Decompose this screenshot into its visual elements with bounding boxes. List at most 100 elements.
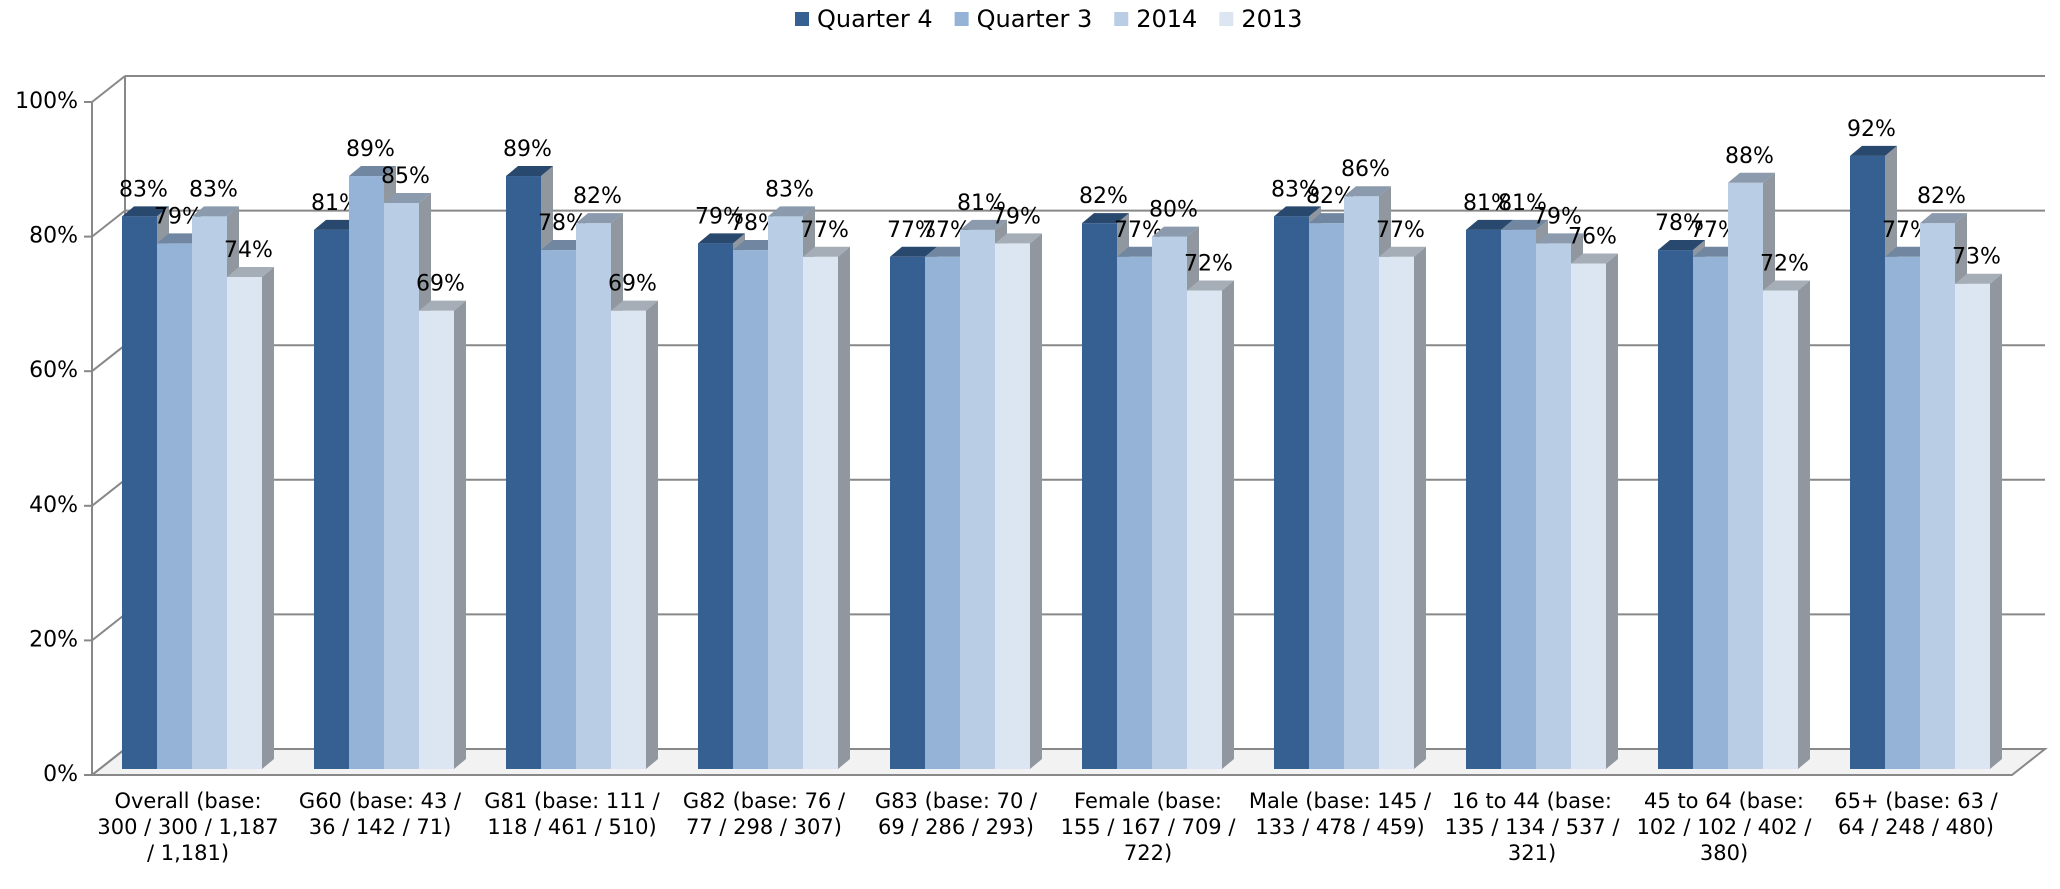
data-label: 69% [416,272,465,297]
bar [1763,290,1798,769]
legend-swatch [1219,12,1234,26]
data-label: 85% [381,164,430,189]
bar [768,216,803,769]
legend-label: Quarter 3 [977,5,1093,33]
bar [157,243,192,769]
x-tick-label: Overall (base: 300 / 300 / 1,187 / 1,181… [97,789,279,865]
grid-diagonal [91,479,126,507]
data-label: 74% [224,238,273,263]
data-label: 69% [608,272,657,297]
bar-side [454,300,466,769]
data-label: 79% [1533,204,1582,229]
bar-top [611,300,658,311]
x-tick-label: G81 (base: 111 / 118 / 461 / 510) [484,789,660,839]
bar-side [1606,253,1618,769]
bar [506,176,541,769]
bar-top [1850,145,1897,156]
data-label: 78% [1655,211,1704,236]
bar [122,216,157,769]
bar-top [419,300,466,311]
y-tick-label: 80% [29,224,78,249]
data-label: 79% [992,204,1041,229]
bar-top [960,219,1007,230]
bar-top [192,206,239,217]
bar-top [576,213,623,224]
bar-top [1152,226,1199,237]
bar-top [1379,246,1426,257]
x-tick-label: Male (base: 145 / 133 / 478 / 459) [1248,789,1432,839]
bar [1187,290,1222,769]
bar [1728,182,1763,769]
bar [419,310,454,769]
data-label: 92% [1847,117,1896,142]
bar [1466,229,1501,769]
data-label: 83% [189,177,238,202]
data-label: 88% [1725,144,1774,169]
bar [925,256,960,769]
bar [192,216,227,769]
bar-top [349,166,396,177]
bar-top [1920,213,1967,224]
bar-top [1466,219,1513,230]
data-label: 82% [573,184,622,209]
x-tick-label: G83 (base: 70 / 69 / 286 / 293) [874,789,1038,839]
data-label: 89% [346,137,395,162]
legend-label: 2014 [1136,5,1197,33]
bar-side [1030,233,1042,769]
bar [314,229,349,769]
data-label: 82% [1079,184,1128,209]
y-tick-label: 60% [29,358,78,383]
bar-top [768,206,815,217]
bar-side [262,266,274,769]
data-label: 76% [1568,225,1617,250]
data-label: 83% [119,177,168,202]
bar-side [1990,273,2002,769]
bar [890,256,925,769]
bar [384,202,419,769]
x-tick-label: Female (base: 155 / 167 / 709 / 722) [1060,789,1236,865]
bar [1501,229,1536,769]
data-label: 81% [1463,191,1512,216]
bar [1658,250,1693,769]
legend-label: Quarter 4 [817,5,933,33]
x-tick-label: 45 to 64 (base: 102 / 102 / 402 / 380) [1636,789,1812,865]
data-label: 89% [503,137,552,162]
bar-top [1344,186,1391,197]
bar [1117,256,1152,769]
bar [995,243,1030,769]
bar-top [1658,240,1705,251]
x-tick-label: 65+ (base: 63 / 64 / 248 / 480) [1834,789,1998,839]
bar-top [890,246,937,257]
x-tick-label: G60 (base: 43 / 36 / 142 / 71) [298,789,462,839]
data-label: 81% [1498,191,1547,216]
bar-top [1571,253,1618,264]
bar-side [646,300,658,769]
grid-diagonal [91,209,126,238]
grid-diagonal [91,748,126,776]
y-tick-label: 0% [43,762,78,787]
y-tick-label: 40% [29,493,78,518]
bar [541,250,576,769]
bar-top [698,233,745,244]
bar [1274,216,1309,769]
bar-top [1082,213,1129,224]
data-label: 72% [1184,251,1233,276]
bar-top [1763,280,1810,291]
bar [349,176,384,769]
bar-top [803,246,850,257]
bar [1850,155,1885,770]
bar [1082,223,1117,769]
bar [803,256,838,769]
legend-swatch [1114,12,1129,26]
bar-side [1798,280,1810,769]
grid-diagonal [91,613,126,642]
legend-label: 2013 [1241,5,1302,33]
grid-diagonal [91,344,126,372]
data-label: 86% [1341,157,1390,182]
bar-top [384,192,431,203]
data-label: 72% [1760,251,1809,276]
data-label: 82% [1917,184,1966,209]
bar-top [1728,172,1775,183]
bar [698,243,733,769]
